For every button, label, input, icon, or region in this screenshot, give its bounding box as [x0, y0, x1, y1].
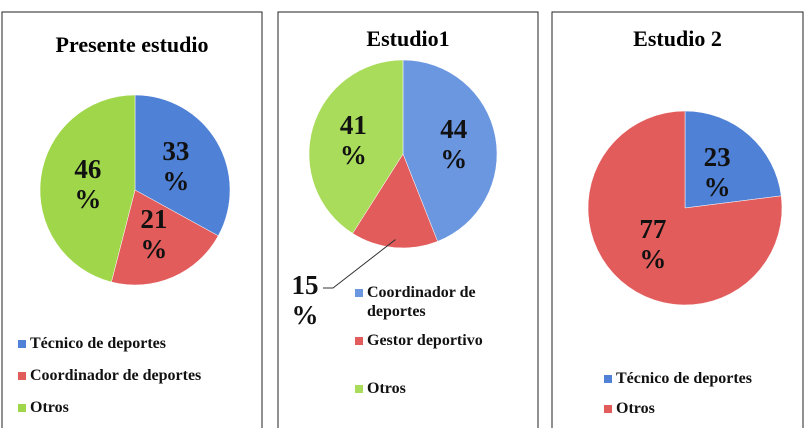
- legend-label: Otros: [30, 399, 69, 416]
- legend-swatch: [604, 405, 612, 413]
- legend-label: Coordinador de deportes: [367, 284, 476, 320]
- legend-swatch: [18, 340, 26, 348]
- pie-slice: [39, 94, 136, 283]
- data-label: 15 %: [291, 270, 319, 330]
- pie-slice: [352, 153, 438, 249]
- panel-border: [1, 11, 263, 428]
- legend-label: Coordinador de deportes: [30, 367, 202, 384]
- data-label: 23 %: [703, 141, 731, 202]
- data-label: 46 %: [74, 154, 102, 215]
- data-label: 21 %: [140, 203, 168, 264]
- pie-slice: [684, 110, 782, 209]
- data-label: 44 %: [440, 114, 468, 175]
- chart-title: Presente estudio: [55, 32, 209, 57]
- panel-border: [551, 11, 804, 428]
- data-label: 33 %: [162, 135, 190, 196]
- panel-border: [277, 11, 539, 428]
- legend-swatch: [355, 289, 363, 297]
- legend-label: Gestor deportivo: [367, 332, 483, 349]
- legend-label: Técnico de deportes: [616, 370, 752, 387]
- pie-slice: [587, 110, 783, 306]
- pie-slice: [402, 59, 498, 242]
- chart-title: Estudio1: [366, 26, 450, 51]
- legend-swatch: [355, 337, 363, 345]
- data-label: 41 %: [339, 109, 367, 170]
- legend-swatch: [355, 385, 363, 393]
- chart-title: Estudio 2: [633, 26, 722, 51]
- legend-label: Otros: [616, 400, 655, 417]
- legend-swatch: [18, 372, 26, 380]
- legend-label: Otros: [367, 380, 406, 397]
- pie-slice: [134, 94, 231, 237]
- pie-slice: [111, 189, 219, 286]
- leader-line: [323, 239, 396, 289]
- data-label: 77 %: [639, 214, 667, 275]
- legend-label: Técnico de deportes: [30, 335, 166, 352]
- legend-swatch: [18, 404, 26, 412]
- pie-slice: [308, 59, 404, 234]
- legend-swatch: [604, 375, 612, 383]
